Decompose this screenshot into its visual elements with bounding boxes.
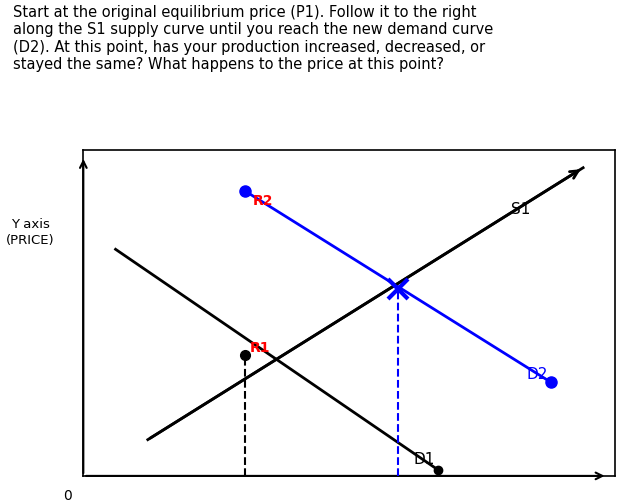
Text: Start at the original equilibrium price (P1). Follow it to the right
along the S: Start at the original equilibrium price … (13, 5, 493, 72)
Text: R1: R1 (249, 341, 270, 355)
Text: D1: D1 (414, 451, 435, 465)
Text: D2: D2 (527, 366, 548, 381)
Text: S1: S1 (511, 201, 530, 216)
Text: R2: R2 (253, 193, 273, 207)
Text: Y axis
(PRICE): Y axis (PRICE) (6, 217, 54, 246)
Text: 0: 0 (63, 488, 72, 501)
